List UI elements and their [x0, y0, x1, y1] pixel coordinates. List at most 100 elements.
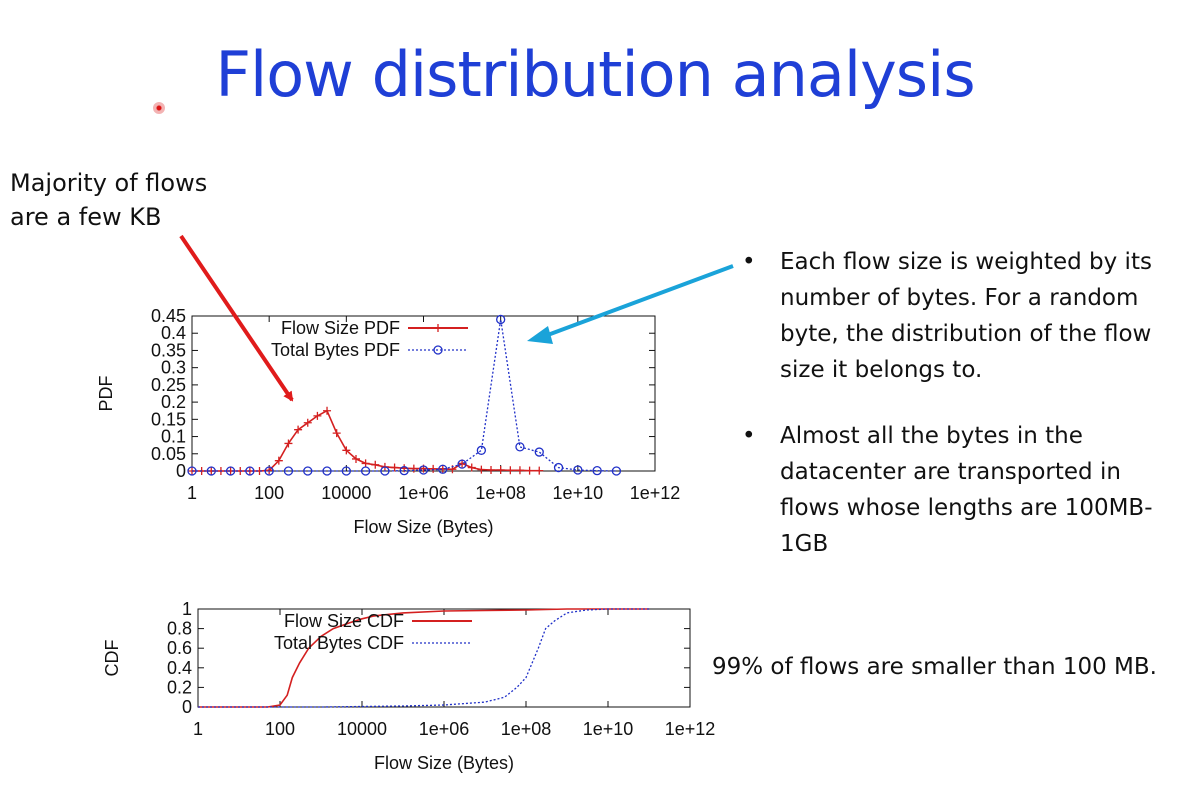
bullet-text: Each flow size is weighted by its number…	[780, 249, 1152, 383]
data-point	[380, 466, 390, 476]
y-tick-label: 0.45	[151, 306, 186, 326]
data-point	[341, 466, 351, 476]
data-point	[438, 464, 448, 474]
data-point	[409, 464, 418, 473]
data-point	[573, 465, 583, 475]
y-tick-label: 0.2	[161, 392, 186, 412]
x-tick-label: 1e+08	[475, 483, 526, 503]
y-tick-label: 0.35	[151, 340, 186, 360]
data-point	[467, 463, 476, 472]
data-point	[332, 429, 341, 438]
data-point	[535, 466, 544, 475]
y-tick-label: 0.15	[151, 409, 186, 429]
footnote: 99% of flows are smaller than 100 MB.	[712, 654, 1157, 680]
legend-label: Flow Size CDF	[284, 611, 404, 631]
bullet-symbol: •	[742, 249, 756, 275]
data-point	[390, 463, 399, 472]
y-tick-label: 0.4	[167, 658, 192, 678]
data-point	[303, 418, 312, 427]
x-tick-label: 1e+12	[630, 483, 681, 503]
data-point	[399, 466, 409, 476]
laser-pointer-dot	[153, 102, 165, 114]
data-point	[360, 466, 371, 476]
annotation-note: Majority of flows are a few KB	[10, 166, 207, 234]
x-tick-label: 10000	[337, 719, 387, 739]
x-tick-label: 100	[265, 719, 295, 739]
cdf-chart: 00.20.40.60.811 100 10000 1e+06 1e+08 1e+10 1e…	[102, 599, 715, 773]
data-point	[206, 466, 216, 476]
data-point	[515, 466, 524, 475]
y-tick-label: 0.4	[161, 323, 186, 343]
data-point	[361, 459, 370, 468]
y-tick-label: 0.3	[161, 358, 186, 378]
data-point	[496, 465, 505, 474]
legend-label: Total Bytes PDF	[271, 340, 400, 360]
data-point	[322, 466, 332, 476]
data-point	[294, 425, 303, 434]
data-point	[283, 466, 294, 476]
x-tick-label: 1e+10	[583, 719, 634, 739]
data-point	[371, 460, 380, 469]
legend-marker	[434, 324, 442, 332]
data-point	[284, 439, 293, 448]
y-tick-label: 0	[176, 461, 186, 481]
data-point	[225, 466, 236, 476]
data-point	[187, 466, 197, 476]
data-point	[611, 466, 622, 476]
y-tick-label: 0.05	[151, 444, 186, 464]
x-tick-label: 1e+06	[419, 719, 470, 739]
data-point	[418, 465, 429, 475]
data-point	[487, 465, 496, 474]
x-axis-label: Flow Size (Bytes)	[353, 517, 493, 537]
red-arrow	[179, 234, 294, 402]
data-point	[506, 466, 515, 475]
x-tick-label: 1e+06	[398, 483, 449, 503]
bullet-item: • Each flow size is weighted by its numb…	[742, 244, 1182, 388]
annotation-arrows	[179, 234, 734, 402]
x-axis-label: Flow Size (Bytes)	[374, 753, 514, 773]
y-tick-label: 0.2	[167, 677, 192, 697]
slide-title: Flow distribution analysis	[215, 38, 975, 111]
blue-arrow	[544, 264, 734, 338]
x-tick-label: 100	[254, 483, 284, 503]
data-point	[264, 466, 274, 476]
x-tick-label: 1e+10	[553, 483, 604, 503]
y-tick-label: 0.1	[161, 427, 186, 447]
y-axis-label: CDF	[102, 640, 122, 677]
data-point	[477, 465, 486, 474]
y-tick-label: 1	[182, 599, 192, 619]
x-tick-label: 10000	[321, 483, 371, 503]
annotation-line-2: are a few KB	[10, 203, 162, 231]
bullet-item: • Almost all the bytes in the datacenter…	[742, 418, 1182, 562]
y-tick-label: 0.25	[151, 375, 186, 395]
data-point	[457, 459, 467, 469]
x-tick-label: 1	[193, 719, 203, 739]
data-point	[429, 464, 438, 473]
data-point	[496, 314, 506, 325]
series-line	[198, 608, 649, 708]
series-line	[198, 608, 649, 708]
bullet-list: • Each flow size is weighted by its numb…	[742, 244, 1182, 592]
data-point	[525, 466, 534, 475]
annotation-line-1: Majority of flows	[10, 169, 208, 197]
series-line	[192, 319, 617, 472]
plot-frame	[191, 315, 656, 472]
plot-frame	[197, 608, 691, 708]
x-tick-label: 1	[187, 483, 197, 503]
y-tick-label: 0.8	[167, 619, 192, 639]
y-axis-label: PDF	[96, 375, 116, 411]
data-point	[515, 442, 525, 452]
data-point	[476, 445, 487, 455]
legend-label: Flow Size PDF	[281, 318, 400, 338]
data-point	[553, 462, 564, 473]
legend-marker	[433, 345, 443, 355]
bullet-text: Almost all the bytes in the datacenter a…	[780, 423, 1153, 557]
data-point	[351, 454, 360, 463]
blue-arrow-head	[527, 326, 553, 344]
data-point	[245, 466, 255, 476]
y-tick-label: 0	[182, 697, 192, 717]
data-point	[323, 406, 332, 415]
x-tick-label: 1e+08	[501, 719, 552, 739]
y-tick-label: 0.6	[167, 638, 192, 658]
data-point	[342, 446, 351, 455]
